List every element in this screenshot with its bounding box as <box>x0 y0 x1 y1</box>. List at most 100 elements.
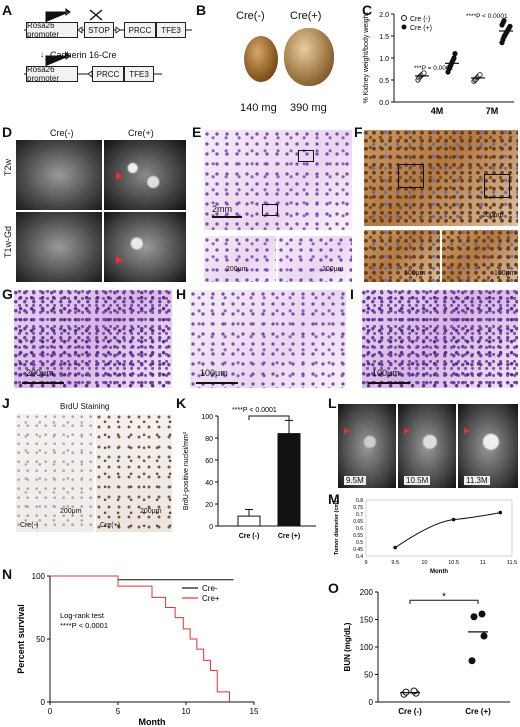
x-tick-label: 0 <box>48 707 53 716</box>
mri-t1wgd-neg-image <box>16 212 102 282</box>
data-point <box>477 72 483 78</box>
scale-j-l: 200μm <box>60 508 82 515</box>
scale-f-a: 100μm <box>404 270 426 277</box>
y-tick-label: 0.7 <box>356 512 363 518</box>
data-point <box>451 55 457 61</box>
brdu-label-neg: Cre(-) <box>20 522 39 529</box>
y-axis-label: BrdU-positive nuclei/mm² <box>183 431 190 510</box>
scale-f-b: 100μm <box>494 270 516 277</box>
tfe3-box-1: TFE3 <box>156 22 186 38</box>
x-tick-label: 9.5 <box>391 560 399 566</box>
rosa26-promoter-box-1: Rosa26 promoter <box>26 21 78 39</box>
y-tick-label: 150 <box>360 616 374 625</box>
tumor-arrow-icon <box>116 256 123 264</box>
tumor-arrow-icon <box>404 428 410 434</box>
panel-label-k: K <box>176 395 187 411</box>
y-tick-label: 200 <box>360 588 374 597</box>
annotation: * <box>442 592 446 603</box>
x-axis-label: Month <box>139 717 166 726</box>
kidney-cre-neg-image <box>244 36 278 82</box>
scale-f-main: 200μm <box>482 212 504 219</box>
data-point <box>421 70 427 76</box>
panel-label-n: N <box>2 566 13 582</box>
data-point <box>501 18 507 24</box>
x-tick-label: 11.5 <box>507 560 517 566</box>
kidney-label-neg: Cre(-) <box>236 10 265 22</box>
scale-g: 200μm <box>26 368 54 378</box>
he-h-image <box>190 290 346 388</box>
chart-brdu: 0 20 40 60 80 100 BrdU-positive nuclei/mm² Cre … <box>183 407 316 540</box>
survival-curve <box>50 575 234 581</box>
y-tick-label: 20 <box>205 502 213 509</box>
legend-label: Cre (-) <box>410 16 430 23</box>
y-tick-label: 0.65 <box>353 519 363 525</box>
tumor-arrow-icon <box>344 428 350 434</box>
y-tick-label: 80 <box>205 436 213 443</box>
legend-marker <box>401 15 407 21</box>
chart-survival: 0 50 100 0 5 10 15 Month Percent survival Cre-Cre… <box>16 572 259 726</box>
y-tick-label: 0.45 <box>353 547 363 553</box>
y-tick-label: 0 <box>41 698 46 707</box>
ihc-inset-b-image <box>442 230 518 282</box>
x-tick-label: 10 <box>421 560 427 566</box>
legend-label: Cre- <box>202 584 218 593</box>
legend-marker <box>401 24 407 30</box>
y-tick-label: 100 <box>32 572 46 581</box>
scale-h: 100μm <box>200 368 228 378</box>
plot-area <box>365 499 513 557</box>
y-axis-label: % Kidney weight/body weight <box>363 12 370 103</box>
rosa26-promoter-box-2: Rosa26 promoter <box>26 65 78 83</box>
mri-t2w-neg-image <box>16 140 102 210</box>
x-tick-label: Cre (+) <box>465 707 491 716</box>
data-point <box>498 510 503 515</box>
construct-lines <box>24 8 192 78</box>
y-tick-label: 50 <box>364 671 373 680</box>
y-tick-label: 0.8 <box>356 498 363 504</box>
x-tick-label: 11 <box>480 560 486 566</box>
tfe3-box-2: TFE3 <box>124 66 154 82</box>
mri-col-pos: Cre(+) <box>128 128 154 138</box>
data-point <box>480 632 488 640</box>
survival-curve <box>50 575 231 702</box>
scale-e-b: 200μm <box>322 266 344 273</box>
zoom-box <box>398 164 424 188</box>
data-point <box>478 610 486 618</box>
scale-i: 100μm <box>372 368 400 378</box>
y-tick-label: 0.0 <box>379 100 389 107</box>
panel-label-c: C <box>362 2 373 18</box>
data-point <box>470 613 478 621</box>
data-point <box>452 50 458 57</box>
x-tick-label: Cre (-) <box>239 533 260 540</box>
mri-10-5m-image <box>398 404 456 488</box>
mri-11-3m-image <box>458 404 518 488</box>
annotation: ****P < 0.0001 <box>232 407 277 414</box>
y-tick-label: 0.5 <box>379 78 389 85</box>
brdu-title: BrdU Staining <box>60 402 110 411</box>
y-tick-label: 50 <box>36 635 45 644</box>
zoom-box <box>298 150 314 162</box>
y-tick-label: 0.6 <box>356 526 363 532</box>
prcc-box-2: PRCC <box>92 66 124 82</box>
y-tick-label: 100 <box>201 414 213 421</box>
legend-label: Cre+ <box>202 594 220 603</box>
ihc-overview-image <box>364 130 518 226</box>
x-tick-label: 5 <box>116 707 121 716</box>
y-tick-label: 0 <box>209 524 213 531</box>
scale-j-r: 200μm <box>140 508 162 515</box>
mri-time-2: 10.5M <box>404 476 431 485</box>
panel-label-f: F <box>354 124 363 140</box>
brdu-pos-image <box>96 414 172 532</box>
he-inset-a-image <box>204 236 276 282</box>
x-axis-label: Month <box>430 569 448 575</box>
ihc-inset-a-image <box>364 230 440 282</box>
panel-label-m: M <box>328 491 340 507</box>
mri-divider <box>103 140 104 282</box>
y-axis-label: Tumor diameter (cm) <box>334 501 340 555</box>
bar <box>237 515 261 527</box>
scalebar-h <box>196 382 238 384</box>
mri-time-3: 11.3M <box>464 476 490 485</box>
cadherin-cre-label: Cadherin 16-Cre <box>50 50 117 60</box>
mri-row-t2w: T2w <box>3 158 13 176</box>
scalebar-g <box>22 382 64 384</box>
panel-label-l: L <box>328 395 337 411</box>
